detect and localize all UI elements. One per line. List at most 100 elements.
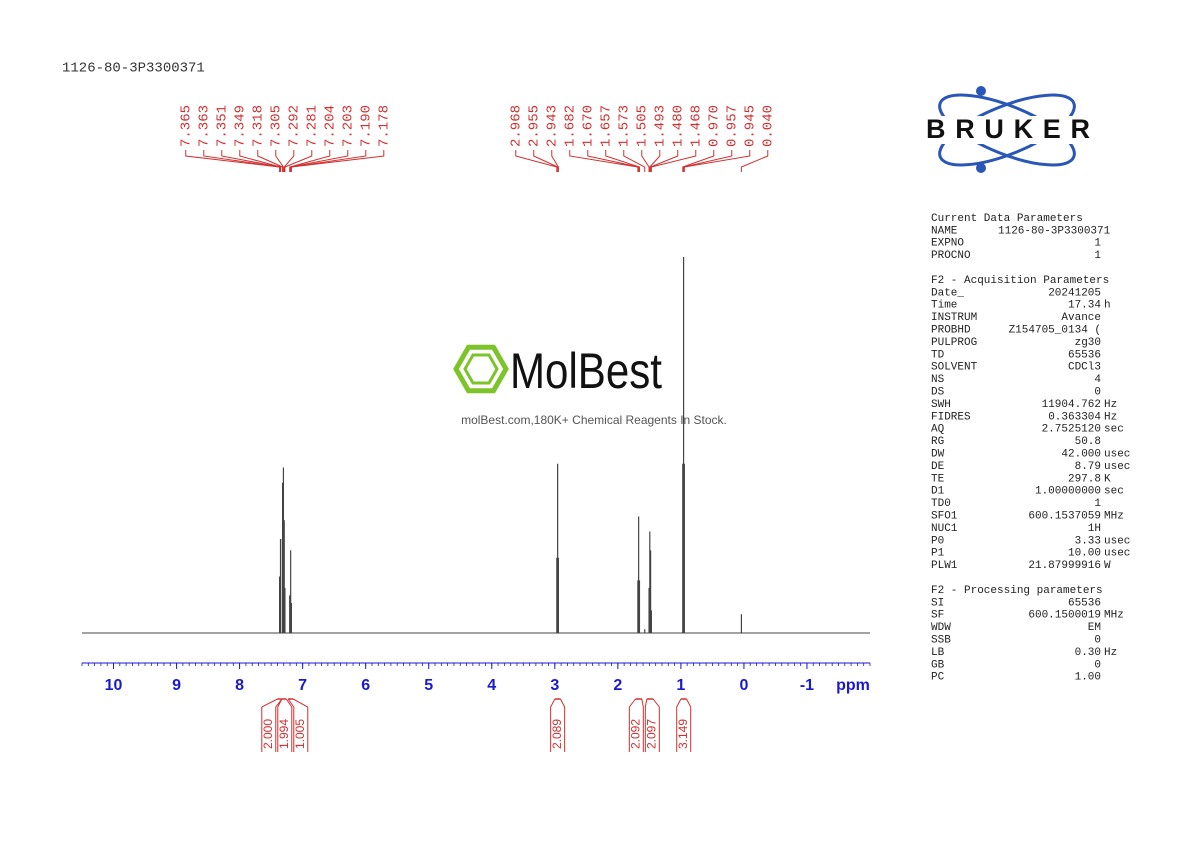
peak-leader <box>683 150 751 172</box>
peak-leader <box>641 150 650 172</box>
parameter-key: SI <box>931 597 944 609</box>
parameter-value: 65536 <box>1068 597 1101 609</box>
peak-label: 7.292 <box>286 105 302 147</box>
parameter-value: 297.8 <box>1068 473 1101 485</box>
peak-leader <box>284 150 313 172</box>
parameter-section-title: Current Data Parameters <box>931 213 1083 225</box>
peak-label: 7.190 <box>358 105 374 147</box>
parameter-value: 3.33 <box>1075 535 1101 547</box>
parameter-value: 1H <box>1088 523 1101 535</box>
peak-leader <box>275 150 284 172</box>
parameter-key: GB <box>931 659 945 671</box>
peak-label: 1.573 <box>616 105 632 147</box>
integral-bracket <box>277 698 283 752</box>
parameter-value: 65536 <box>1068 349 1101 361</box>
x-tick-label: 8 <box>235 677 244 694</box>
parameter-key: NS <box>931 374 945 386</box>
peak-label: 7.281 <box>304 105 320 147</box>
parameter-unit: Hz <box>1104 399 1117 411</box>
integral-label: 2.092 <box>628 719 642 749</box>
peak-label: 1.682 <box>562 105 578 147</box>
parameter-unit: sec <box>1104 424 1124 436</box>
integral-bracket <box>641 698 644 752</box>
peak-leader <box>515 150 558 172</box>
integral-label: 1.994 <box>277 719 291 749</box>
parameter-value: 10.00 <box>1068 548 1101 560</box>
peak-label: 7.318 <box>250 105 266 147</box>
peak-leader <box>289 150 349 172</box>
parameter-value: 1.00 <box>1075 672 1101 684</box>
parameter-value: 0 <box>1094 659 1101 671</box>
parameter-unit: usec <box>1104 449 1130 461</box>
parameter-unit: K <box>1104 473 1111 485</box>
integral-label: 3.149 <box>676 719 690 749</box>
x-tick-label: 5 <box>424 677 433 694</box>
peak-leader <box>203 150 281 172</box>
x-tick-label: 1 <box>676 677 685 694</box>
parameter-unit: Hz <box>1104 647 1117 659</box>
peak-label: 0.945 <box>742 105 758 147</box>
parameter-value: 4 <box>1094 374 1101 386</box>
parameter-key: Date_ <box>931 287 964 299</box>
parameter-key: DS <box>931 387 945 399</box>
integral-bracket <box>560 698 566 752</box>
peak-leader <box>283 150 295 172</box>
parameter-value: 1.00000000 <box>1035 486 1101 498</box>
integral-bracket <box>292 698 309 752</box>
peak-label: 7.203 <box>340 105 356 147</box>
parameter-key: TD0 <box>931 498 951 510</box>
parameter-value: 42.000 <box>1061 449 1101 461</box>
peak-label: 7.305 <box>268 105 284 147</box>
x-tick-label: 7 <box>298 677 307 694</box>
parameter-unit: usec <box>1104 548 1130 560</box>
parameter-key: FIDRES <box>931 411 971 423</box>
parameter-key: EXPNO <box>931 238 964 250</box>
peak-leader <box>650 150 697 172</box>
peak-leader <box>605 150 640 172</box>
x-tick-label: 2 <box>613 677 622 694</box>
peak-leader <box>185 150 281 172</box>
parameter-key: SFO1 <box>931 511 958 523</box>
x-tick-label: 9 <box>172 677 181 694</box>
logo-orbit <box>938 93 1076 167</box>
parameter-key: Time <box>931 300 957 312</box>
peak-label: 7.204 <box>322 105 338 147</box>
parameter-key: DW <box>931 449 945 461</box>
parameter-value: 1 <box>1094 498 1101 510</box>
parameter-key: P0 <box>931 535 944 547</box>
parameter-unit: h <box>1104 300 1111 312</box>
integral-label: 1.005 <box>293 719 307 749</box>
x-axis-label: ppm <box>836 677 870 694</box>
integral-label: 2.097 <box>644 719 658 749</box>
parameter-unit: W <box>1104 560 1111 572</box>
sample-title: 1126-80-3P3300371 <box>62 61 205 77</box>
peak-label: 0.957 <box>724 105 740 147</box>
peak-leader <box>533 150 559 172</box>
x-tick-label: 0 <box>739 677 748 694</box>
parameter-value: 21.87999916 <box>1028 560 1101 572</box>
peak-label: 2.955 <box>526 105 542 147</box>
peak-label: 1.480 <box>670 105 686 147</box>
parameter-unit: sec <box>1104 486 1124 498</box>
parameter-section-title: F2 - Acquisition Parameters <box>931 275 1109 287</box>
bruker-logo: BRUKER <box>924 86 1092 173</box>
parameter-value: zg30 <box>1075 337 1101 349</box>
parameter-key: PROCNO <box>931 250 971 262</box>
watermark-tagline: molBest.com,180K+ Chemical Reagents In S… <box>461 413 727 427</box>
integral-bracket <box>686 698 692 752</box>
parameter-value: 17.34 <box>1068 300 1101 312</box>
parameter-value: CDCl3 <box>1068 362 1101 374</box>
logo-orbit <box>938 93 1076 167</box>
logo-dot <box>976 163 986 173</box>
x-tick-label: 3 <box>550 677 559 694</box>
peak-leader <box>587 150 640 172</box>
parameter-key: PROBHD <box>931 325 971 337</box>
peak-leader <box>650 150 679 172</box>
peak-label: 7.178 <box>376 105 392 147</box>
parameter-value: 0 <box>1094 635 1101 647</box>
watermark-name: MolBest <box>510 343 662 399</box>
parameter-key: WDW <box>931 622 951 634</box>
peak-label: 2.968 <box>508 105 524 147</box>
parameter-value: 20241205 <box>1048 287 1101 299</box>
